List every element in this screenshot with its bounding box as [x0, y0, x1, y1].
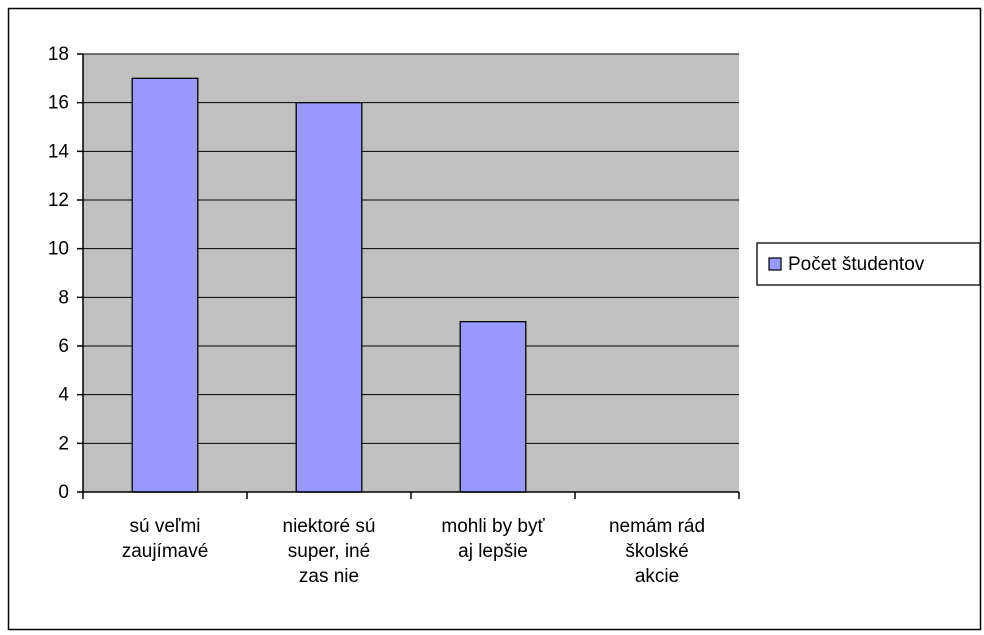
y-tick-label: 4	[58, 385, 69, 406]
y-tick-label: 0	[58, 482, 69, 503]
x-tick-label: mohli by byť aj lepšie	[441, 516, 545, 562]
y-tick-label: 8	[58, 287, 69, 308]
x-tick-label: sú veľmi zaujímavé	[121, 516, 209, 562]
legend-swatch	[768, 257, 782, 271]
bar	[459, 321, 527, 493]
bar	[131, 77, 199, 493]
y-tick-label: 10	[48, 239, 69, 260]
y-tick-label: 2	[58, 433, 69, 454]
y-tick-label: 6	[58, 336, 69, 357]
legend-box	[756, 242, 981, 286]
legend-label: Počet študentov	[788, 254, 925, 275]
y-tick-label: 18	[48, 44, 69, 65]
bar	[295, 102, 363, 493]
y-tick-label: 12	[48, 190, 69, 211]
y-tick-label: 14	[48, 141, 70, 162]
y-tick-label: 16	[48, 93, 69, 114]
x-tick-label: niektoré sú super, iné zas nie	[282, 516, 376, 587]
x-tick-label: nemám rád školské akcie	[608, 516, 706, 587]
